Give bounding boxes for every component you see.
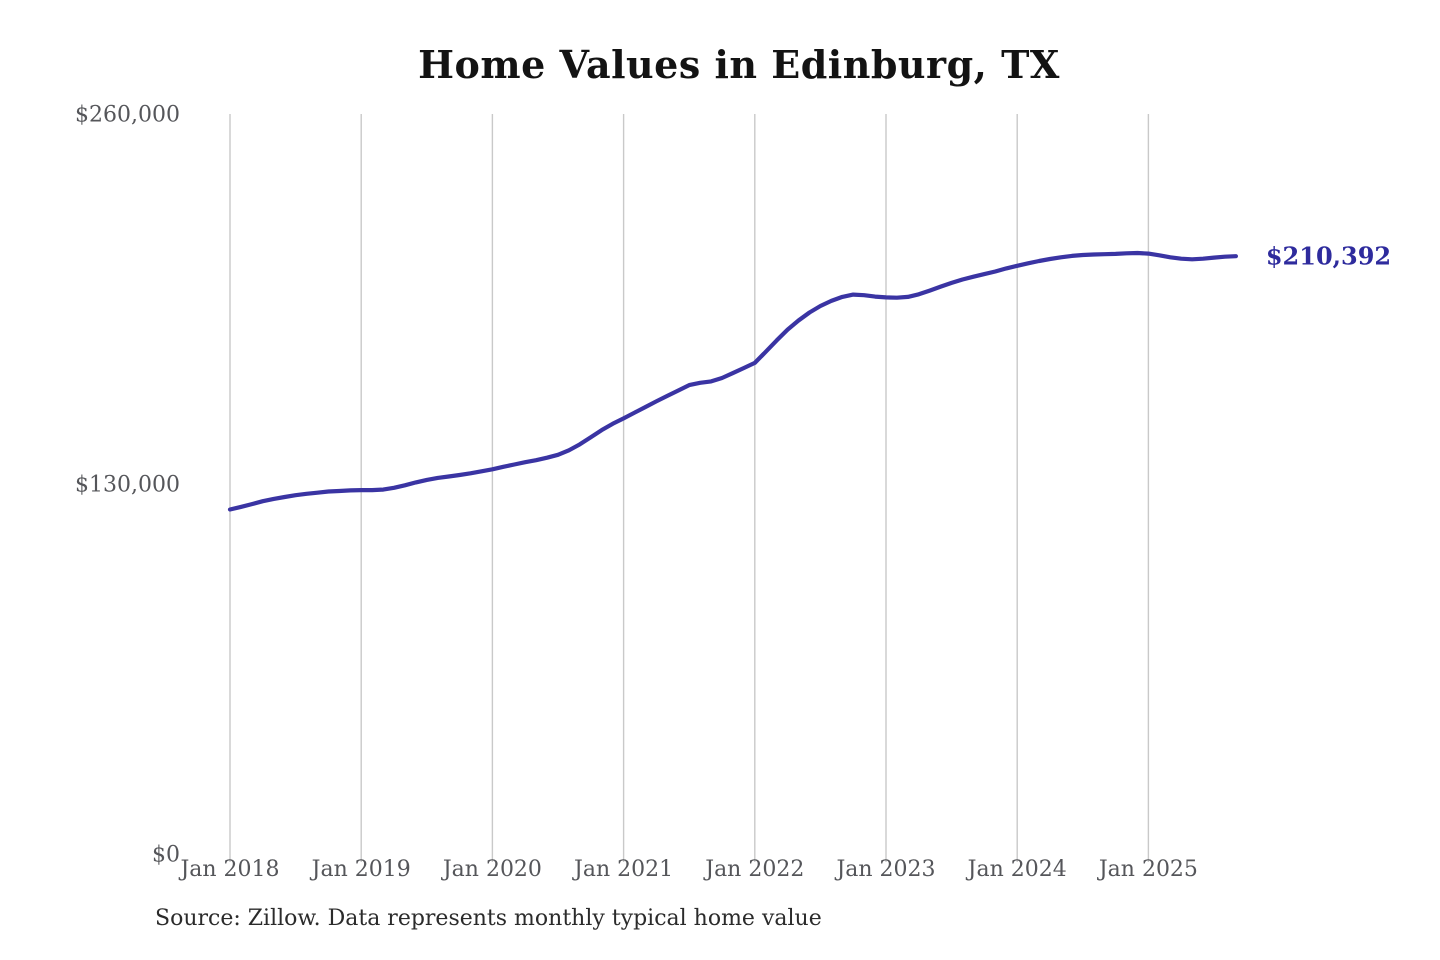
- chart-title: Home Values in Edinburg, TX: [418, 42, 1060, 87]
- home-value-line: [227, 250, 1238, 512]
- x-axis-tick-label: Jan 2023: [836, 857, 936, 882]
- x-axis-tick-label: Jan 2018: [180, 857, 280, 882]
- y-axis-tick-label: $0: [152, 842, 180, 868]
- source-note: Source: Zillow. Data represents monthly …: [155, 906, 822, 931]
- x-axis-tick-label: Jan 2019: [311, 857, 411, 882]
- x-axis-tick-label: Jan 2021: [574, 857, 674, 882]
- x-axis-tick-label: Jan 2020: [442, 857, 542, 882]
- x-axis-tick-label: Jan 2024: [967, 857, 1067, 882]
- y-axis-tick-label: $130,000: [75, 472, 180, 498]
- x-axis-tick-label: Jan 2022: [705, 857, 805, 882]
- y-axis-tick-label: $260,000: [75, 102, 180, 128]
- series-end-value-label: $210,392: [1265, 241, 1392, 271]
- x-axis-tick-label: Jan 2025: [1098, 857, 1198, 882]
